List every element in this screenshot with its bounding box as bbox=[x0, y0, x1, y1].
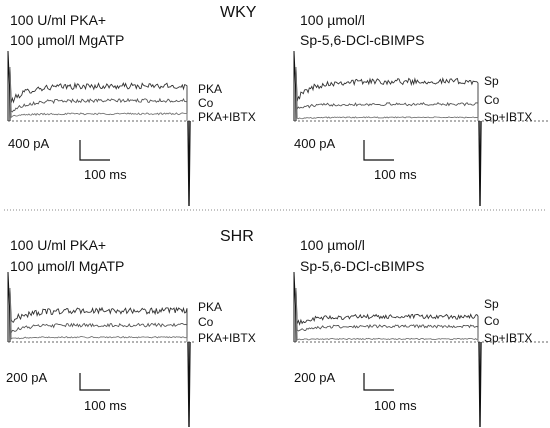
trace-label-sp: Sp bbox=[484, 74, 499, 88]
trace-label-sp: Sp bbox=[484, 297, 499, 311]
condition-line-1: 100 µmol/l bbox=[300, 12, 365, 28]
trace-label-pka: PKA bbox=[198, 82, 222, 96]
trace-label-sp-ibtx: Sp+IBTX bbox=[484, 110, 532, 124]
panel-shr-sp: 100 µmol/l Sp-5,6-DCl-cBIMPS Sp Co Sp+IB… bbox=[293, 237, 548, 428]
trace-pka-ibtx bbox=[9, 287, 188, 342]
row-title-shr: SHR bbox=[220, 228, 254, 245]
artifact-offset bbox=[478, 120, 482, 207]
panel-wky-sp: 100 µmol/l Sp-5,6-DCl-cBIMPS Sp Co Sp+IB… bbox=[293, 12, 548, 207]
condition-line-2: 100 µmol/l MgATP bbox=[10, 258, 124, 274]
trace-co bbox=[9, 287, 188, 342]
trace-co bbox=[295, 287, 479, 342]
artifact-offset bbox=[187, 341, 191, 428]
trace-label-pka: PKA bbox=[198, 300, 222, 314]
artifact-onset bbox=[293, 271, 297, 343]
scale-bar bbox=[79, 373, 110, 391]
trace-pka bbox=[9, 66, 188, 121]
trace-label-co: Co bbox=[198, 96, 214, 110]
scale-bar-time: 100 ms bbox=[374, 167, 417, 182]
artifact-offset bbox=[187, 120, 191, 207]
scale-bar-amplitude: 400 pA bbox=[8, 136, 50, 151]
artifact-onset bbox=[7, 50, 11, 122]
scale-bar-time: 100 ms bbox=[374, 398, 417, 413]
panel-shr-pka: 100 U/ml PKA+ 100 µmol/l MgATP PKA Co PK… bbox=[6, 237, 256, 428]
scale-bar bbox=[363, 373, 394, 391]
trace-pka bbox=[9, 287, 188, 342]
scale-bar bbox=[79, 140, 110, 161]
condition-line-2: Sp-5,6-DCl-cBIMPS bbox=[300, 258, 424, 274]
trace-label-co: Co bbox=[198, 315, 214, 329]
trace-label-pka-ibtx: PKA+IBTX bbox=[198, 110, 256, 124]
scale-bar-time: 100 ms bbox=[84, 167, 127, 182]
artifact-onset bbox=[293, 50, 297, 122]
trace-sp bbox=[295, 66, 479, 121]
row-title-wky: WKY bbox=[220, 4, 257, 21]
trace-co bbox=[9, 66, 188, 121]
scale-bar-time: 100 ms bbox=[84, 398, 127, 413]
trace-co bbox=[295, 66, 479, 121]
trace-sp-ibtx bbox=[295, 287, 479, 342]
condition-line-1: 100 U/ml PKA+ bbox=[10, 12, 106, 28]
trace-pka-ibtx bbox=[9, 66, 188, 121]
scale-bar bbox=[363, 140, 394, 161]
scale-bar-amplitude: 200 pA bbox=[6, 370, 48, 385]
artifact-onset bbox=[7, 271, 11, 343]
trace-label-pka-ibtx: PKA+IBTX bbox=[198, 331, 256, 345]
trace-label-sp-ibtx: Sp+IBTX bbox=[484, 331, 532, 345]
condition-line-1: 100 µmol/l bbox=[300, 237, 365, 253]
trace-sp bbox=[295, 287, 479, 342]
trace-sp-ibtx bbox=[295, 66, 479, 121]
trace-label-co: Co bbox=[484, 314, 500, 328]
condition-line-2: 100 µmol/l MgATP bbox=[10, 32, 124, 48]
condition-line-1: 100 U/ml PKA+ bbox=[10, 237, 106, 253]
panel-wky-pka: 100 U/ml PKA+ 100 µmol/l MgATP PKA Co PK… bbox=[7, 12, 256, 207]
scale-bar-amplitude: 200 pA bbox=[294, 370, 336, 385]
condition-line-2: Sp-5,6-DCl-cBIMPS bbox=[300, 32, 424, 48]
trace-label-co: Co bbox=[484, 93, 500, 107]
artifact-offset bbox=[478, 341, 482, 428]
scale-bar-amplitude: 400 pA bbox=[294, 136, 336, 151]
